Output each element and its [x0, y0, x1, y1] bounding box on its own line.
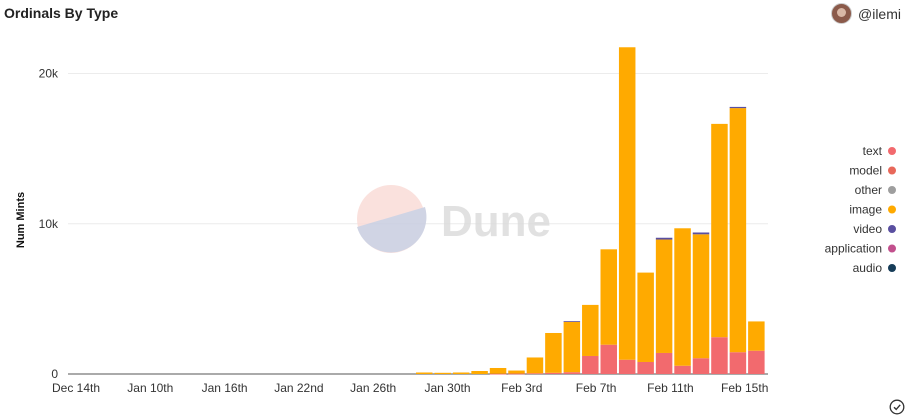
legend-label-image[interactable]: image — [849, 203, 882, 217]
bar-text[interactable] — [526, 373, 544, 375]
x-tick-label: Feb 15th — [721, 381, 768, 395]
bar-video[interactable] — [692, 232, 710, 235]
bar-image[interactable] — [711, 123, 728, 338]
legend-swatch-image[interactable] — [888, 205, 896, 214]
bar-text[interactable] — [655, 352, 673, 374]
x-tick-label: Jan 26th — [350, 381, 396, 395]
legend-label-audio[interactable]: audio — [853, 261, 883, 275]
bar-text[interactable] — [582, 355, 599, 374]
bar-text[interactable] — [711, 337, 728, 374]
x-tick-label: Feb 11th — [647, 381, 693, 395]
bar-image[interactable] — [434, 372, 451, 374]
bar-video[interactable] — [563, 321, 581, 322]
chart-title: Ordinals By Type — [4, 5, 119, 21]
bar-text[interactable] — [563, 372, 581, 374]
bar-image[interactable] — [563, 321, 581, 373]
bar-text[interactable] — [729, 352, 747, 374]
bar-text[interactable] — [508, 373, 525, 375]
bar-image[interactable] — [452, 372, 470, 374]
bar-video[interactable] — [729, 106, 747, 109]
bar-image[interactable] — [545, 332, 562, 373]
legend-label-model[interactable]: model — [849, 164, 882, 178]
bar-image[interactable] — [600, 249, 618, 345]
bar-text[interactable] — [748, 350, 765, 374]
bar-text[interactable] — [600, 344, 618, 374]
bar-video[interactable] — [655, 237, 673, 240]
bar-image[interactable] — [526, 357, 544, 374]
username[interactable]: @ilemi — [858, 5, 901, 22]
user-badge[interactable]: @ilemi — [831, 3, 901, 24]
x-tick-label: Jan 22nd — [274, 381, 323, 395]
legend-swatch-other[interactable] — [888, 186, 896, 194]
bar-image[interactable] — [655, 239, 673, 353]
bar-image[interactable] — [729, 108, 747, 353]
legend-swatch-text[interactable] — [888, 147, 896, 155]
bar-image[interactable] — [489, 367, 507, 374]
legend-swatch-video[interactable] — [888, 225, 896, 233]
legend-label-video[interactable]: video — [853, 222, 882, 236]
bar-image[interactable] — [692, 234, 710, 359]
legend-label-text[interactable]: text — [863, 144, 883, 158]
legend-swatch-audio[interactable] — [888, 264, 896, 272]
bar-image[interactable] — [416, 372, 433, 374]
y-tick-label: 20k — [39, 67, 59, 81]
check-circle-icon[interactable] — [889, 399, 905, 415]
bar-image[interactable] — [471, 370, 488, 374]
bar-text[interactable] — [489, 373, 507, 375]
y-axis-title: Num Mints — [15, 192, 27, 248]
legend-label-other[interactable]: other — [855, 183, 882, 197]
y-tick-label: 0 — [51, 367, 58, 381]
x-tick-label: Jan 16th — [202, 381, 248, 395]
bar-image[interactable] — [674, 228, 691, 366]
legend: text model other image video application audio — [825, 144, 896, 275]
bars — [416, 47, 765, 375]
bar-image[interactable] — [582, 304, 599, 356]
bar-text[interactable] — [674, 365, 691, 374]
dune-watermark: Dune — [357, 185, 551, 253]
x-tick-label: Jan 10th — [127, 381, 173, 395]
y-tick-label: 10k — [39, 217, 59, 231]
x-axis: Dec 14th Jan 10th Jan 16th Jan 22nd Jan 26th… — [52, 381, 768, 395]
x-tick-label: Feb 3rd — [501, 381, 542, 395]
bar-image[interactable] — [508, 370, 525, 374]
y-axis: 0 10k 20k — [39, 67, 59, 381]
x-tick-label: Jan 30th — [424, 381, 470, 395]
bar-text[interactable] — [545, 372, 562, 374]
bar-image[interactable] — [637, 272, 654, 362]
x-tick-label: Dec 14th — [52, 381, 100, 395]
avatar[interactable] — [831, 3, 852, 24]
bar-text[interactable] — [637, 361, 654, 374]
legend-swatch-application[interactable] — [888, 244, 896, 253]
legend-label-application[interactable]: application — [825, 242, 882, 256]
bar-image[interactable] — [618, 47, 636, 360]
bar-text[interactable] — [618, 359, 636, 374]
x-tick-label: Feb 7th — [576, 381, 617, 395]
dune-logo-shade — [357, 207, 427, 253]
legend-swatch-model[interactable] — [888, 166, 896, 175]
dune-watermark-text: Dune — [441, 197, 551, 246]
bar-text[interactable] — [692, 358, 710, 374]
bar-image[interactable] — [748, 321, 765, 351]
